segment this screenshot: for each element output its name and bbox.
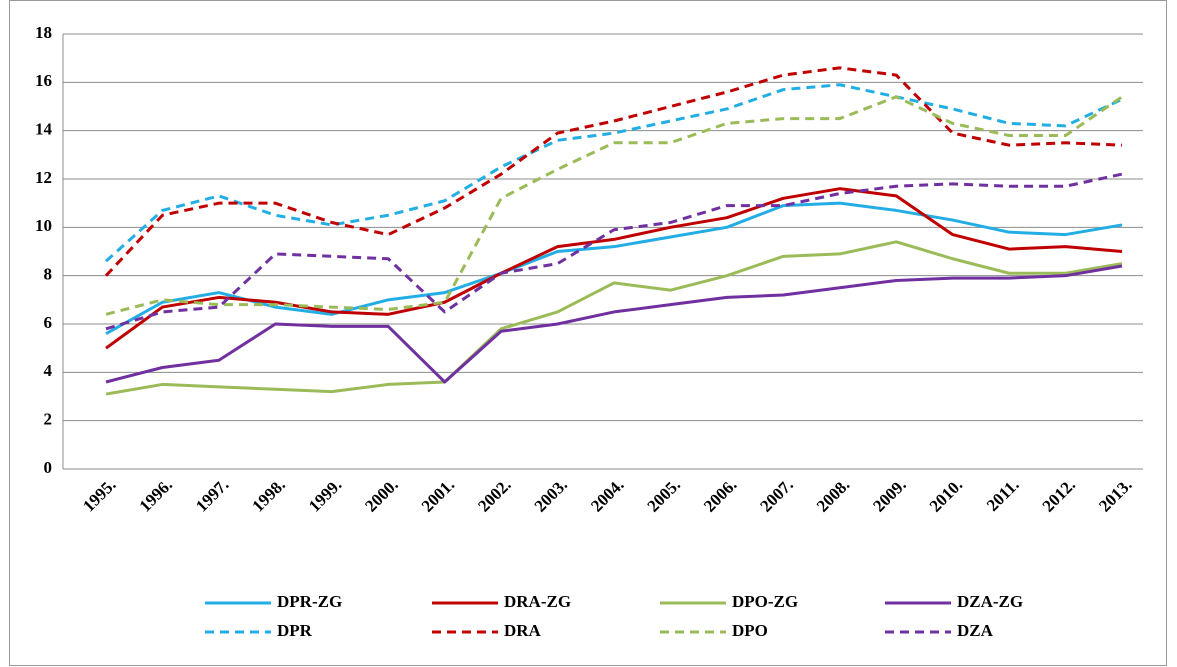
series-line [105,264,1123,384]
y-tick-label: 2 [44,410,53,429]
y-tick-label: 8 [44,265,53,284]
series-line [105,172,1123,331]
series-line [105,187,1123,350]
y-tick-label: 18 [35,23,52,42]
y-tick-label: 4 [44,361,53,380]
y-tick-label: 10 [35,216,52,235]
legend-label: DPR-ZG [277,592,342,611]
legend-label: DPR [277,621,313,640]
y-tick-label: 16 [35,71,52,90]
legend-label: DRA [504,621,542,640]
legend-label: DZA-ZG [957,592,1023,611]
legend-label: DPO [732,621,768,640]
y-tick-label: 0 [44,458,53,477]
series-line [105,240,1123,396]
series-line [105,95,1123,316]
y-tick-label: 6 [44,313,53,332]
series-line [104,66,1123,277]
chart-border [9,0,1167,666]
y-tick-label: 12 [35,168,52,187]
legend-label: DPO-ZG [732,592,798,611]
y-tick-label: 14 [35,120,53,139]
series-line [105,201,1123,335]
legend-label: DZA [957,621,994,640]
legend-label: DRA-ZG [504,592,571,611]
